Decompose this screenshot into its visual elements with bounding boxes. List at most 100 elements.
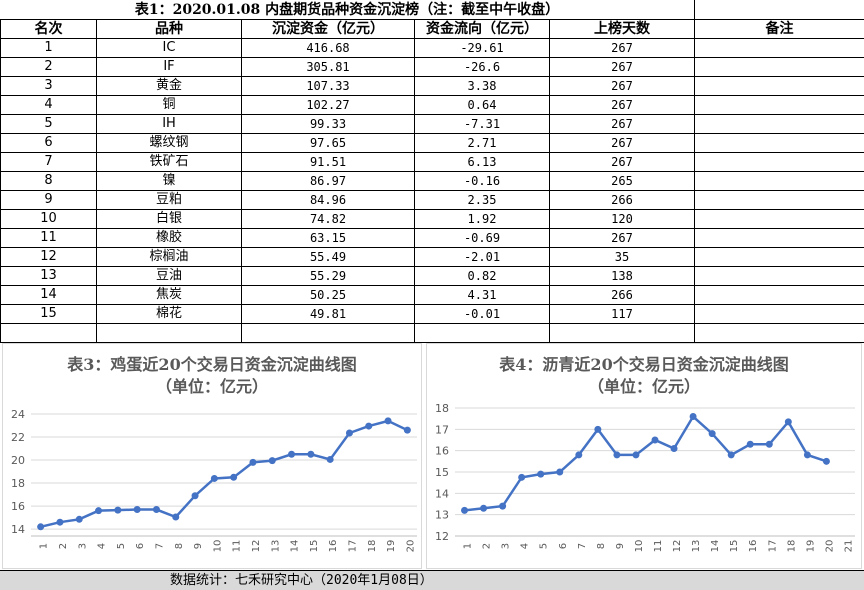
y-tick-label: 18 xyxy=(435,402,449,415)
x-tick-label: 19 xyxy=(386,540,397,553)
table-cell: 102.27 xyxy=(241,95,415,115)
data-point xyxy=(345,429,353,437)
table-cell xyxy=(694,171,864,191)
x-tick-label: 9 xyxy=(193,543,204,549)
table-cell: 2 xyxy=(0,57,97,77)
x-tick-label: 1 xyxy=(463,543,474,549)
x-tick-label: 20 xyxy=(824,540,835,553)
table-row: 7 铁矿石 91.51 6.13 267 xyxy=(0,152,864,172)
x-tick-label: 21 xyxy=(843,540,854,553)
table-row: 1 IC 416.68 -29.61 267 xyxy=(0,38,864,58)
x-tick-label: 8 xyxy=(596,543,607,549)
x-tick-label: 16 xyxy=(748,540,759,553)
table-cell: 267 xyxy=(549,57,695,77)
x-tick-label: 12 xyxy=(251,540,262,553)
data-point xyxy=(613,451,621,459)
table-cell: 3.38 xyxy=(414,76,550,96)
table-cell: 橡胶 xyxy=(96,228,242,248)
x-tick-label: 8 xyxy=(174,543,185,549)
x-tick-label: 5 xyxy=(116,543,127,549)
data-point xyxy=(689,413,697,421)
table-cell: 铜 xyxy=(96,95,242,115)
table-title: 表1：2020.01.08 内盘期货品种资金沉淀榜（注：截至中午收盘） xyxy=(0,0,694,20)
data-point xyxy=(708,430,716,438)
x-tick-label: 2 xyxy=(58,543,69,549)
table-cell: -0.69 xyxy=(414,228,550,248)
data-point xyxy=(556,468,564,476)
x-tick-label: 15 xyxy=(729,540,740,553)
table-cell: 6.13 xyxy=(414,152,550,172)
data-point xyxy=(230,473,238,481)
data-point xyxy=(822,457,830,465)
x-tick-label: 11 xyxy=(653,540,664,553)
table-cell: -26.6 xyxy=(414,57,550,77)
x-tick-label: 7 xyxy=(577,543,588,549)
table-cell xyxy=(549,323,695,343)
data-point xyxy=(95,507,103,515)
data-point xyxy=(56,518,64,526)
table-cell xyxy=(694,304,864,324)
egg-chart: 表3：鸡蛋近20个交易日资金沉淀曲线图 （单位：亿元） 14 16 18 20 22 24… xyxy=(2,343,422,569)
data-point xyxy=(784,418,792,426)
table-cell: 螺纹钢 xyxy=(96,133,242,153)
table-cell xyxy=(414,323,550,343)
table-row: 8 镍 86.97 -0.16 265 xyxy=(0,171,864,191)
data-point xyxy=(384,417,392,425)
table-cell: 267 xyxy=(549,133,695,153)
table-cell: 焦炭 xyxy=(96,285,242,305)
x-tick-label: 7 xyxy=(154,543,165,549)
table-cell: 55.49 xyxy=(241,247,415,267)
x-tick-label: 13 xyxy=(270,540,281,553)
table-cell: 11 xyxy=(0,228,97,248)
x-tick-label: 1 xyxy=(39,543,50,549)
table-cell: 267 xyxy=(549,95,695,115)
table-row: 3 黄金 107.33 3.38 267 xyxy=(0,76,864,96)
data-point xyxy=(499,502,507,510)
table-cell: 2.35 xyxy=(414,190,550,210)
data-point xyxy=(632,451,640,459)
data-point xyxy=(75,515,83,523)
table-cell: 55.29 xyxy=(241,266,415,286)
x-tick-label: 13 xyxy=(691,540,702,553)
table-cell: -29.61 xyxy=(414,38,550,58)
table-cell: 棉花 xyxy=(96,304,242,324)
table-cell: 74.82 xyxy=(241,209,415,229)
x-tick-label: 14 xyxy=(710,540,721,553)
x-tick-label: 18 xyxy=(786,540,797,553)
table-cell: 266 xyxy=(549,190,695,210)
x-tick-label: 4 xyxy=(520,543,531,549)
table-cell: 91.51 xyxy=(241,152,415,172)
table-cell xyxy=(694,95,864,115)
table-cell: 50.25 xyxy=(241,285,415,305)
table-cell: 35 xyxy=(549,247,695,267)
table-cell xyxy=(694,285,864,305)
data-point xyxy=(803,451,811,459)
table-cell: 49.81 xyxy=(241,304,415,324)
table-cell: 99.33 xyxy=(241,114,415,134)
x-tick-label: 20 xyxy=(405,540,416,553)
table-cell xyxy=(694,114,864,134)
table-cell: 4 xyxy=(0,95,97,115)
y-tick-label: 22 xyxy=(11,431,25,444)
data-point xyxy=(461,506,469,514)
data-point xyxy=(37,523,45,531)
x-tick-label: 10 xyxy=(634,540,645,553)
table-cell: 3 xyxy=(0,76,97,96)
x-tick-label: 16 xyxy=(328,540,339,553)
table-cell: 10 xyxy=(0,209,97,229)
x-tick-label: 3 xyxy=(77,543,88,549)
chart-title: 表4：沥青近20个交易日资金沉淀曲线图 xyxy=(499,355,789,374)
data-point xyxy=(651,436,659,444)
data-point xyxy=(518,473,526,481)
table-row: 4 铜 102.27 0.64 267 xyxy=(0,95,864,115)
table-row: 10 白银 74.82 1.92 120 xyxy=(0,209,864,229)
y-tick-label: 15 xyxy=(435,466,449,479)
data-point xyxy=(365,422,373,430)
y-tick-label: 18 xyxy=(11,477,25,490)
table-cell xyxy=(694,266,864,286)
table-cell: 266 xyxy=(549,285,695,305)
table-cell: 120 xyxy=(549,209,695,229)
